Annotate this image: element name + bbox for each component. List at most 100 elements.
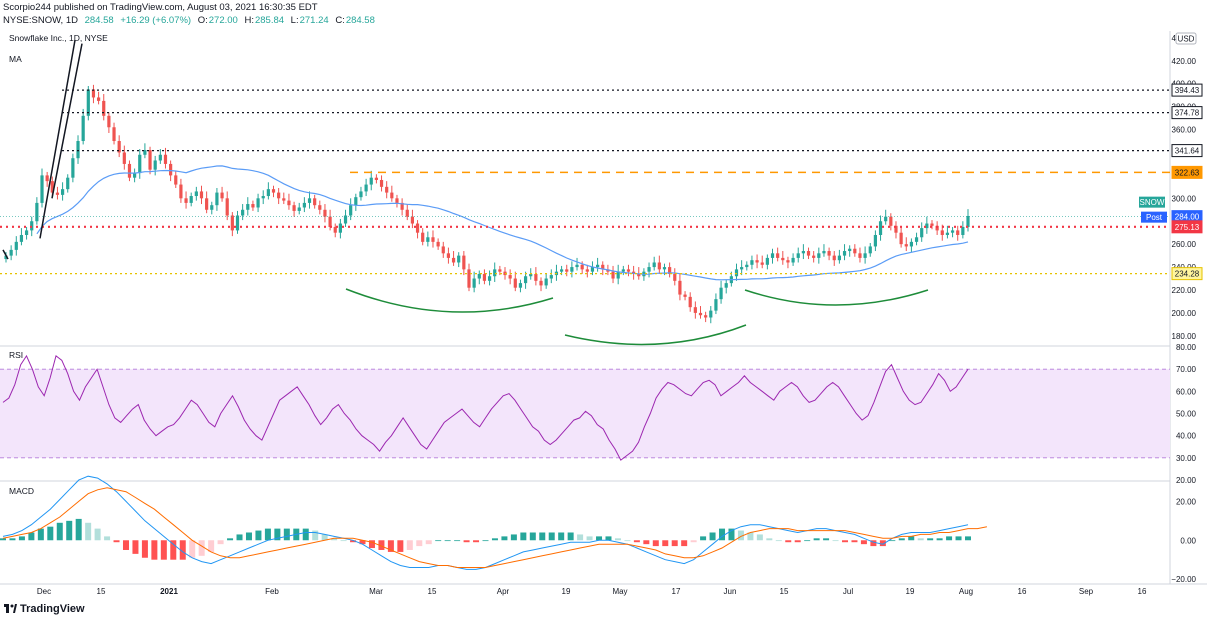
macd-histogram-bar: [577, 534, 584, 541]
price-label-box: [1171, 165, 1203, 179]
candle: [215, 188, 219, 211]
candle-body: [421, 232, 425, 242]
candle-body: [251, 204, 255, 208]
candle-body: [889, 216, 893, 226]
candle-body: [678, 280, 682, 295]
candle-body: [81, 115, 85, 142]
candle-body: [369, 177, 373, 185]
candle-body: [961, 226, 965, 235]
candle: [235, 210, 240, 234]
post-tag-box: [1141, 211, 1167, 223]
macd-y-tick: 0.00: [1180, 536, 1196, 545]
candle: [441, 241, 445, 258]
post-tag: Post: [1146, 213, 1163, 222]
candle: [899, 226, 903, 248]
candle: [436, 238, 440, 250]
candle-body: [210, 205, 214, 210]
candle: [914, 232, 919, 246]
candle-body: [894, 225, 898, 233]
head-arc: [564, 324, 747, 346]
macd-histogram-bar: [454, 540, 461, 542]
macd-histogram-bar: [75, 518, 82, 541]
candle-body: [91, 89, 96, 98]
candle-body: [647, 267, 651, 272]
macd-histogram-bar: [18, 536, 25, 541]
candle-body: [184, 198, 188, 203]
candle-body: [709, 310, 713, 318]
close-value-c: 284.58: [345, 15, 375, 26]
macd-histogram-bar: [85, 522, 92, 541]
candle-body: [133, 173, 137, 178]
candle-body: [822, 251, 826, 254]
candle-body: [842, 251, 847, 256]
candle-body: [781, 257, 785, 261]
candle: [189, 192, 193, 207]
candle: [945, 225, 950, 239]
candle: [302, 197, 306, 213]
macd-histogram-bar: [548, 532, 555, 541]
candle-body: [333, 226, 337, 233]
candle-body: [19, 234, 24, 242]
candle-body: [436, 241, 440, 247]
candle: [148, 146, 152, 175]
candle: [626, 264, 631, 277]
candle-body: [9, 249, 13, 256]
candle: [112, 122, 116, 145]
candle: [426, 231, 430, 247]
rsi-y-tick: 30.00: [1176, 454, 1197, 463]
candle-body: [487, 276, 492, 281]
candle-body: [745, 264, 749, 268]
candle: [781, 251, 785, 265]
candle-body: [549, 275, 553, 279]
candle-body: [189, 196, 193, 203]
candle: [385, 181, 389, 199]
candle: [487, 270, 492, 286]
candle-body: [292, 205, 296, 211]
candle: [333, 223, 337, 238]
candle-body: [374, 177, 378, 180]
candle: [719, 280, 723, 304]
candle-body: [354, 197, 358, 206]
ma-indicator-label: MA: [9, 54, 22, 64]
macd-histogram-bar: [37, 528, 44, 541]
open-label: O:: [197, 15, 208, 26]
candle: [698, 306, 703, 319]
macd-histogram-bar: [104, 536, 111, 541]
candle-body: [539, 280, 543, 286]
macd-histogram-bar: [331, 538, 338, 541]
ohlc-line: NYSE:SNOW, 1D 284.58 +16.29 (+6.07%) O:2…: [3, 15, 379, 26]
candle-body: [863, 253, 867, 258]
candle-body: [652, 262, 656, 268]
macd-histogram-bar: [520, 532, 527, 541]
candle: [287, 193, 291, 210]
macd-histogram-bar: [274, 528, 281, 541]
candle: [832, 251, 836, 266]
candle-body: [71, 158, 75, 178]
macd-histogram-bar: [851, 540, 858, 543]
candle-body: [307, 198, 312, 203]
candle-body: [580, 264, 584, 270]
tradingview-logo[interactable]: TradingView: [4, 603, 85, 615]
candle: [513, 271, 517, 292]
candle-body: [693, 307, 697, 313]
candle-body: [523, 276, 528, 284]
macd-histogram-bar: [946, 536, 953, 541]
change-value: +16.29 (+6.07%): [120, 15, 192, 26]
price-y-tick: 180.00: [1172, 332, 1197, 341]
candle: [755, 254, 759, 269]
macd-histogram-bar: [719, 528, 726, 541]
macd-histogram-bar: [510, 534, 517, 541]
candle: [86, 86, 90, 121]
time-tick: 15: [97, 587, 106, 596]
time-tick: 15: [780, 587, 789, 596]
price-label: 234.28: [1175, 270, 1200, 279]
time-tick: Jun: [724, 587, 737, 596]
high-value: 285.84: [254, 15, 285, 26]
macd-histogram-bar: [671, 540, 678, 547]
candle-body: [776, 253, 780, 258]
candle: [740, 260, 744, 276]
price-label: 374.78: [1175, 109, 1200, 118]
candle: [158, 149, 162, 164]
candle-body: [287, 200, 291, 206]
